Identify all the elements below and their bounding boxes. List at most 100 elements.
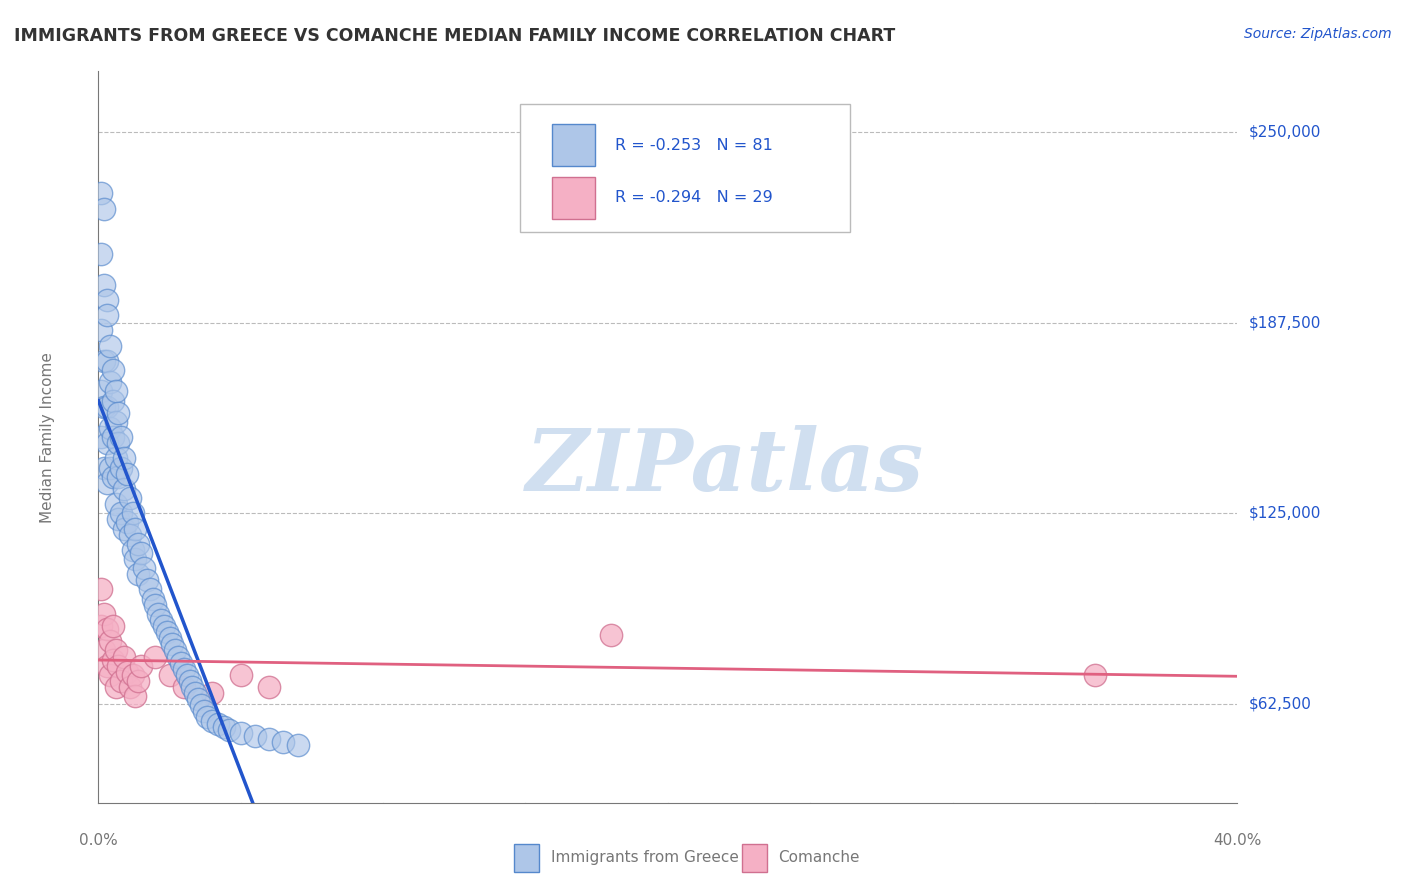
Text: Comanche: Comanche — [779, 850, 860, 865]
Text: Immigrants from Greece: Immigrants from Greece — [551, 850, 738, 865]
Point — [129, 546, 152, 560]
Point — [173, 662, 195, 676]
Point — [110, 460, 132, 475]
Text: 0.0%: 0.0% — [79, 833, 118, 848]
Point — [112, 482, 135, 496]
Point — [90, 582, 112, 597]
Point — [201, 686, 224, 700]
Point — [107, 406, 129, 420]
Point — [93, 607, 115, 621]
Point — [173, 680, 195, 694]
Point — [212, 720, 235, 734]
Text: $125,000: $125,000 — [1249, 506, 1320, 521]
Point — [112, 451, 135, 466]
Point — [104, 384, 127, 399]
Point — [121, 667, 143, 681]
Point — [101, 619, 124, 633]
Point — [201, 714, 224, 728]
Point — [93, 277, 115, 292]
Point — [259, 680, 281, 694]
Point — [156, 625, 179, 640]
Point — [132, 561, 155, 575]
Text: 40.0%: 40.0% — [1213, 833, 1261, 848]
Point — [96, 436, 118, 450]
Point — [127, 673, 149, 688]
Point — [190, 698, 212, 713]
Point — [90, 384, 112, 399]
Point — [218, 723, 240, 737]
Bar — [742, 844, 766, 871]
Point — [104, 497, 127, 511]
Point — [90, 619, 112, 633]
Point — [96, 658, 118, 673]
Point — [207, 716, 229, 731]
Point — [115, 665, 138, 679]
Point — [104, 415, 127, 429]
Point — [124, 689, 146, 703]
Point — [93, 400, 115, 414]
Point — [138, 582, 160, 597]
Point — [96, 622, 118, 636]
Text: Source: ZipAtlas.com: Source: ZipAtlas.com — [1244, 27, 1392, 41]
Point — [98, 375, 121, 389]
Point — [110, 430, 132, 444]
Point — [195, 710, 218, 724]
Point — [141, 591, 163, 606]
Point — [98, 460, 121, 475]
Point — [104, 451, 127, 466]
Point — [93, 460, 115, 475]
Point — [110, 506, 132, 520]
Text: R = -0.294   N = 29: R = -0.294 N = 29 — [616, 190, 773, 205]
Point — [96, 400, 118, 414]
Point — [107, 512, 129, 526]
Point — [107, 658, 129, 673]
Point — [112, 649, 135, 664]
Point — [96, 293, 118, 307]
Point — [243, 729, 266, 743]
Point — [187, 692, 209, 706]
Point — [287, 738, 309, 752]
Point — [121, 542, 143, 557]
Point — [101, 430, 124, 444]
Point — [127, 537, 149, 551]
Point — [170, 656, 193, 670]
Point — [98, 634, 121, 648]
Point — [176, 667, 198, 681]
Point — [101, 393, 124, 408]
Point — [145, 598, 167, 612]
Point — [90, 430, 112, 444]
Point — [124, 552, 146, 566]
Bar — [551, 177, 595, 219]
Point — [162, 637, 184, 651]
Point — [1084, 667, 1107, 681]
Bar — [551, 124, 595, 167]
Point — [90, 323, 112, 337]
Point — [153, 619, 176, 633]
Point — [101, 652, 124, 666]
Point — [148, 607, 170, 621]
Point — [93, 354, 115, 368]
Point — [115, 516, 138, 530]
Point — [259, 731, 281, 746]
Point — [181, 680, 204, 694]
Point — [118, 491, 141, 505]
Point — [159, 632, 181, 646]
Point — [98, 667, 121, 681]
Point — [98, 421, 121, 435]
FancyBboxPatch shape — [520, 104, 851, 232]
Point — [118, 527, 141, 541]
Point — [107, 469, 129, 483]
Point — [93, 643, 115, 657]
Text: R = -0.253   N = 81: R = -0.253 N = 81 — [616, 137, 773, 153]
Point — [127, 567, 149, 582]
Text: IMMIGRANTS FROM GREECE VS COMANCHE MEDIAN FAMILY INCOME CORRELATION CHART: IMMIGRANTS FROM GREECE VS COMANCHE MEDIA… — [14, 27, 896, 45]
Point — [165, 643, 187, 657]
Text: $250,000: $250,000 — [1249, 125, 1320, 140]
Point — [104, 680, 127, 694]
Point — [273, 735, 295, 749]
Text: ZIPatlas: ZIPatlas — [526, 425, 924, 508]
Point — [96, 475, 118, 490]
Point — [96, 354, 118, 368]
Point — [229, 667, 252, 681]
Point — [193, 705, 215, 719]
